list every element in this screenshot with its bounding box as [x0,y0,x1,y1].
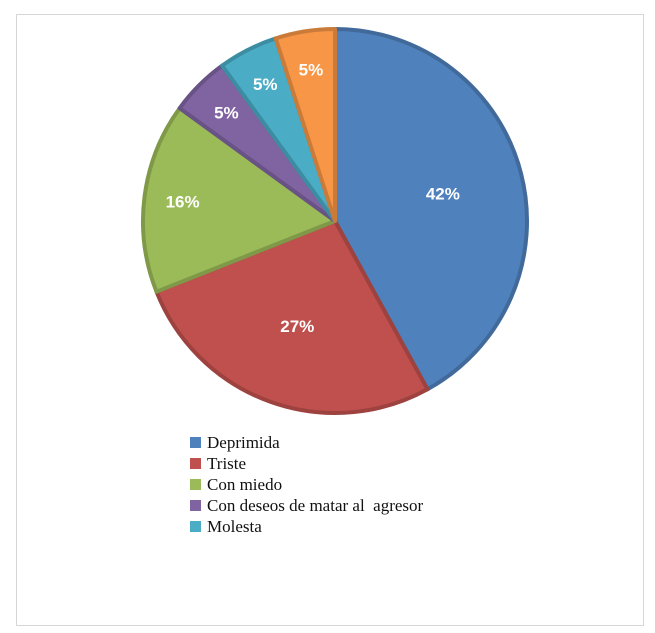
legend-label: Deprimida [207,432,280,452]
data-label-4: 5% [253,75,278,94]
legend-item: Con miedo [190,474,423,495]
legend-label: Triste [207,453,247,473]
pie-slice-5 [273,27,337,223]
pie-slice-0 [333,27,529,392]
legend-swatch [190,458,201,469]
pie-slice-2 [141,106,337,294]
legend-swatch [190,479,201,490]
legend-swatch [190,500,201,511]
legend-label: Con miedo [207,474,283,494]
pie-slice-1 [154,219,430,415]
data-label-2: 16% [166,193,200,212]
data-label-3: 5% [214,103,239,122]
legend: Deprimida Triste Con miedo Con deseos de ma… [190,432,423,537]
data-label-1: 27% [280,317,314,336]
legend-swatch [190,437,201,448]
legend-item: Molesta [190,516,423,537]
data-label-5: 5% [299,60,324,79]
legend-swatch [190,521,201,532]
legend-label: Con deseos de matar al agresor [207,495,424,515]
legend-label: Molesta [207,516,262,536]
legend-item: Con deseos de matar al agresor [190,495,423,516]
legend-item: Deprimida [190,432,423,453]
legend-item: Triste [190,453,423,474]
data-label-0: 42% [426,184,460,203]
